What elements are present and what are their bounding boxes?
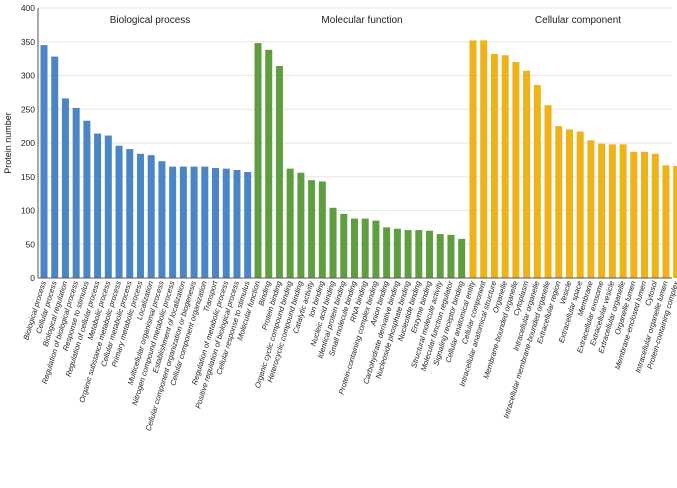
bar-cellular-component	[533, 84, 541, 278]
bar-molecular-function	[426, 230, 434, 278]
bar-cellular-component	[641, 151, 649, 278]
bar-molecular-function	[458, 238, 466, 278]
bar-biological-process	[83, 120, 91, 278]
group-title-cellular-component: Cellular component	[535, 15, 621, 26]
bar-biological-process	[126, 149, 134, 278]
y-tick-label: 50	[26, 239, 36, 249]
bar-cellular-component	[608, 144, 616, 278]
axes	[37, 8, 672, 279]
bar-biological-process	[104, 135, 112, 278]
bar-molecular-function	[447, 234, 455, 278]
bar-cellular-component	[576, 131, 584, 278]
bar-cellular-component	[598, 143, 606, 278]
bar-molecular-function	[340, 213, 348, 278]
bar-biological-process	[233, 170, 241, 278]
y-tick-label: 400	[21, 3, 35, 13]
bar-cellular-component	[544, 105, 552, 278]
y-tick-label: 150	[21, 172, 35, 182]
bar-biological-process	[115, 145, 123, 278]
bar-molecular-function	[318, 181, 326, 278]
bar-cellular-component	[523, 70, 531, 279]
bar-cellular-component	[512, 62, 520, 278]
bar-cellular-component	[555, 126, 563, 278]
bar-molecular-function	[254, 43, 262, 278]
group-title-molecular-function: Molecular function	[321, 15, 402, 26]
bar-molecular-function	[361, 218, 369, 278]
bar-cellular-component	[619, 144, 627, 278]
bar-cellular-component	[480, 40, 488, 279]
bar-molecular-function	[286, 168, 294, 278]
bar-cellular-component	[501, 55, 509, 278]
bar-biological-process	[244, 172, 252, 278]
bar-biological-process	[61, 98, 69, 278]
y-axis-title: Protein number	[3, 112, 13, 174]
bar-cellular-component	[469, 40, 477, 279]
y-tick-label: 300	[21, 71, 35, 81]
bar-molecular-function	[404, 230, 412, 278]
y-tick-label: 200	[21, 138, 35, 148]
bar-molecular-function	[350, 218, 358, 278]
bars	[40, 40, 677, 279]
bar-molecular-function	[436, 234, 444, 278]
bar-biological-process	[212, 167, 220, 278]
y-tick-label: 0	[30, 273, 35, 283]
bar-molecular-function	[329, 207, 337, 278]
bar-molecular-function	[415, 230, 423, 278]
bar-biological-process	[158, 161, 166, 278]
bar-biological-process	[40, 45, 48, 278]
y-tick-label: 250	[21, 104, 35, 114]
bar-biological-process	[72, 107, 80, 279]
bar-cellular-component	[662, 165, 670, 278]
group-title-biological-process: Biological process	[110, 15, 191, 26]
bar-cellular-component	[651, 153, 659, 278]
bar-biological-process	[222, 168, 230, 278]
bar-biological-process	[169, 166, 177, 278]
bar-molecular-function	[275, 66, 283, 278]
bar-cellular-component	[673, 165, 677, 278]
bar-molecular-function	[372, 220, 380, 278]
bar-biological-process	[179, 166, 187, 278]
bar-molecular-function	[265, 49, 273, 278]
bar-biological-process	[136, 153, 144, 278]
bar-cellular-component	[565, 129, 573, 278]
bar-cellular-component	[587, 140, 595, 278]
bar-biological-process	[94, 133, 102, 278]
bar-molecular-function	[297, 172, 305, 278]
bar-molecular-function	[383, 227, 391, 278]
bar-biological-process	[201, 166, 209, 278]
y-tick-label: 350	[21, 37, 35, 47]
bar-cellular-component	[490, 53, 498, 279]
bar-molecular-function	[393, 228, 401, 278]
bar-molecular-function	[308, 180, 316, 278]
bar-biological-process	[51, 56, 59, 278]
y-tick-label: 100	[21, 206, 35, 216]
bar-biological-process	[147, 155, 155, 278]
bar-biological-process	[190, 166, 198, 278]
bar-cellular-component	[630, 151, 638, 278]
